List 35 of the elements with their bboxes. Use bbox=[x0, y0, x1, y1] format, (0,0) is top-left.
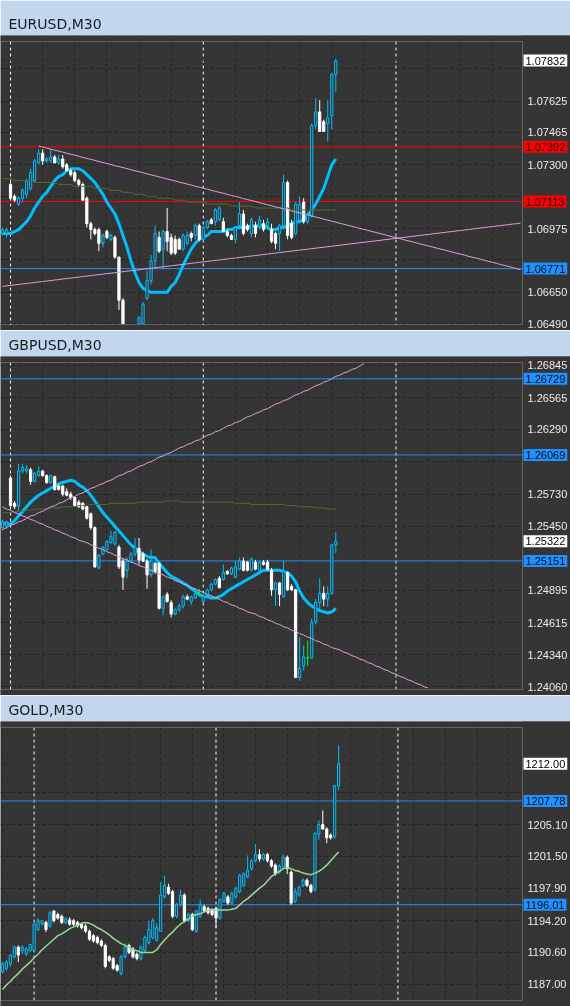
y-tick-label: 1.06975 bbox=[527, 222, 568, 235]
y-tick-label: 1.07625 bbox=[527, 95, 568, 108]
y-tick-label: 1.25450 bbox=[527, 520, 568, 533]
y-tick-label: 1.07465 bbox=[527, 126, 568, 139]
y-tick-label: 1201.50 bbox=[527, 850, 568, 863]
ref-line-label: 1.25322 bbox=[525, 535, 566, 548]
y-tick-label: 1.06490 bbox=[527, 317, 568, 330]
y-tick-label: 1190.60 bbox=[527, 946, 567, 959]
y-tick-label: 1197.90 bbox=[527, 882, 567, 895]
ref-line-label: 1.26729 bbox=[525, 372, 566, 385]
y-tick-label: 1.24060 bbox=[527, 680, 568, 693]
y-tick-label: 1.24340 bbox=[527, 648, 568, 661]
chart-title: GBPUSD,M30 bbox=[8, 336, 102, 353]
y-tick-label: 1194.20 bbox=[527, 914, 567, 927]
ref-line-label: 1196.01 bbox=[525, 898, 565, 911]
y-tick-label: 1.24895 bbox=[527, 584, 568, 597]
y-tick-label: 1.25730 bbox=[527, 488, 568, 501]
y-tick-label: 1.07300 bbox=[527, 158, 568, 171]
ref-line-label: 1.26069 bbox=[525, 448, 566, 461]
ref-line-label: 1.25151 bbox=[525, 554, 566, 567]
chart-title: EURUSD,M30 bbox=[8, 15, 102, 32]
y-tick-label: 1.26845 bbox=[527, 359, 568, 372]
y-tick-label: 1.06650 bbox=[527, 286, 568, 299]
ref-line-label: 1212.00 bbox=[525, 757, 566, 770]
ref-line-label: 1207.78 bbox=[525, 794, 566, 807]
chart-title: GOLD,M30 bbox=[8, 701, 84, 718]
ref-line-label: 1.06771 bbox=[525, 262, 566, 275]
y-tick-label: 1.24615 bbox=[527, 616, 568, 629]
y-tick-label: 1.26290 bbox=[527, 423, 568, 436]
ref-line-label: 1.07392 bbox=[525, 140, 566, 153]
y-tick-label: 1.26565 bbox=[527, 391, 568, 404]
y-tick-label: 1205.10 bbox=[527, 818, 568, 831]
y-tick-label: 1187.00 bbox=[527, 978, 567, 991]
ref-line-label: 1.07113 bbox=[525, 195, 565, 208]
ref-line-label: 1.07832 bbox=[525, 54, 566, 67]
